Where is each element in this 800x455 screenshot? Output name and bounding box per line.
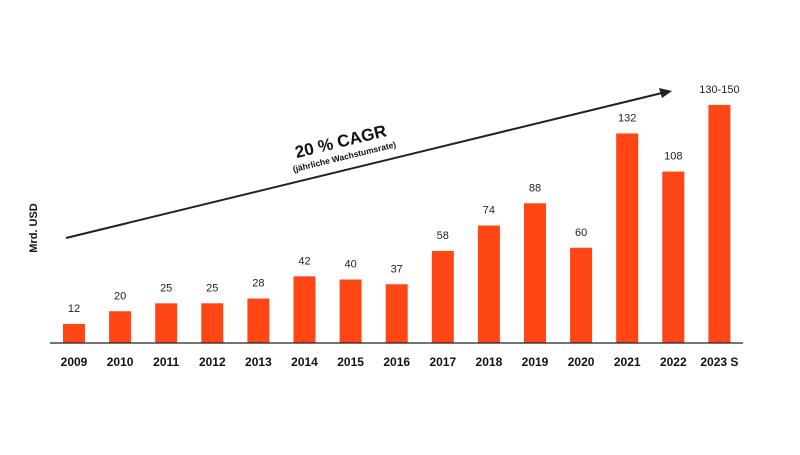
value-label: 28 bbox=[252, 278, 264, 290]
x-tick-label: 2014 bbox=[291, 355, 318, 369]
bar-2012 bbox=[201, 303, 224, 343]
bar-2011 bbox=[155, 303, 178, 343]
bar-2015 bbox=[339, 279, 362, 343]
value-label: 12 bbox=[68, 303, 80, 315]
x-tick-label: 2013 bbox=[245, 355, 272, 369]
x-tick-label: 2016 bbox=[383, 355, 410, 369]
x-tick-label: 2010 bbox=[107, 355, 134, 369]
x-tick-label: 2015 bbox=[337, 355, 364, 369]
bar-2019 bbox=[524, 203, 546, 343]
x-tick-label: 2022 bbox=[660, 355, 687, 369]
x-tick-labels-layer: 2009 2010 2011 2012 2013 2014 2015 2016 2017 2018… bbox=[61, 355, 739, 369]
bar-2023-S bbox=[708, 104, 731, 343]
bar-2021 bbox=[616, 133, 639, 343]
bar-2016 bbox=[385, 284, 408, 343]
x-tick-label: 2009 bbox=[61, 355, 88, 369]
x-tick-label: 2019 bbox=[522, 355, 549, 369]
cagr-trend-arrow bbox=[65, 91, 667, 239]
bar-2010 bbox=[109, 311, 132, 343]
value-label: 74 bbox=[483, 205, 495, 217]
value-label: 88 bbox=[529, 182, 541, 194]
x-tick-label: 2017 bbox=[429, 355, 456, 369]
value-label: 132 bbox=[618, 112, 636, 124]
value-label: 42 bbox=[298, 255, 310, 267]
value-label: 25 bbox=[160, 282, 172, 294]
value-label: 108 bbox=[664, 151, 682, 163]
x-tick-label: 2023 S bbox=[700, 355, 738, 369]
value-label: 25 bbox=[206, 282, 218, 294]
bar-2009 bbox=[63, 323, 85, 343]
value-label: 60 bbox=[575, 227, 587, 239]
x-tick-label: 2020 bbox=[568, 355, 595, 369]
x-tick-label: 2011 bbox=[153, 355, 179, 369]
bar-2013 bbox=[247, 298, 270, 343]
value-labels-layer: 12 20 25 25 28 42 40 37 58 74 88 60 132 108 130-150 bbox=[68, 84, 740, 315]
y-axis-label: Mrd. USD bbox=[28, 203, 40, 253]
x-tick-label: 2018 bbox=[476, 355, 503, 369]
bar-2017 bbox=[431, 250, 454, 343]
value-label: 40 bbox=[344, 259, 356, 271]
x-tick-label: 2012 bbox=[199, 355, 226, 369]
value-label: 20 bbox=[114, 290, 126, 302]
x-tick-label: 2021 bbox=[614, 355, 641, 369]
bar-2018 bbox=[477, 225, 500, 343]
bar-2022 bbox=[662, 171, 685, 343]
bar-2020 bbox=[570, 247, 593, 343]
value-label: 37 bbox=[391, 263, 403, 275]
bar-2014 bbox=[293, 276, 316, 343]
bars-layer bbox=[63, 104, 731, 343]
arrow-head-icon bbox=[659, 88, 672, 98]
cagr-trend-annotation: 20 % CAGR (jährliche Wachstumsrate) bbox=[65, 88, 672, 239]
value-label: 58 bbox=[437, 230, 449, 242]
value-label: 130-150 bbox=[699, 84, 739, 96]
